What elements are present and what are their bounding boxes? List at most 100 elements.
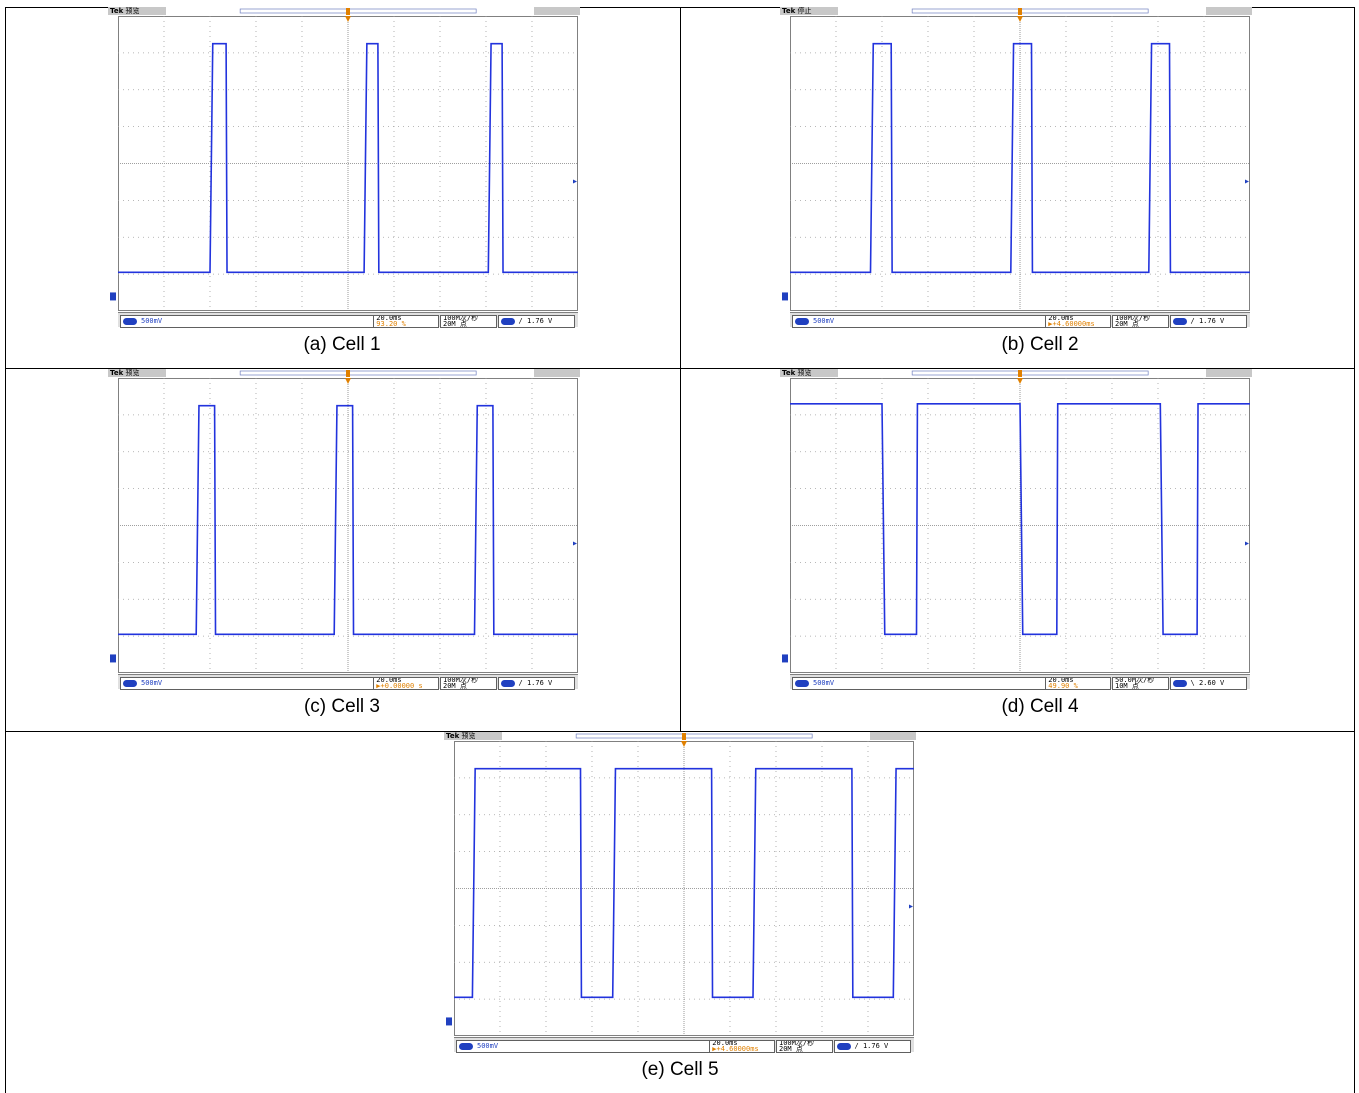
brand-label: Tek	[782, 369, 796, 377]
record-length-value: 20M 点	[443, 681, 467, 690]
trigger-position-value: 93.20 %	[376, 319, 406, 328]
channel-1-scale: 500mV	[813, 679, 835, 687]
timebase-readout: 20.0ms ▶+4.60000ms	[709, 1040, 776, 1053]
channel-1-waveform	[118, 42, 578, 274]
trigger-position-marker	[346, 8, 350, 15]
trigger-slope-icon: /	[1190, 317, 1195, 325]
figure-caption: (d) Cell 4	[1001, 696, 1079, 717]
sample-rate-value: 50.0M次/秒	[1115, 677, 1155, 684]
record-view-bar	[239, 370, 477, 376]
timebase-readout: 20.0ms ▶+0.00000 s	[373, 677, 440, 690]
brand-label: Tek	[110, 369, 124, 377]
acquisition-readout: 100M次/秒 20M 点	[440, 677, 497, 690]
record-length-value: 20M 点	[1115, 319, 1139, 328]
timebase-value: 20.0ms	[376, 315, 402, 322]
scope-status-bar: 500mV 20.0ms ▶+4.60000ms 100M次/秒 20M 点 / 1.76…	[454, 1037, 914, 1053]
channel-1-ground-marker	[110, 654, 116, 663]
channel-scale-readout: 500mV	[456, 1040, 711, 1053]
figure-caption: (a) Cell 1	[303, 334, 381, 355]
scope-header-text: Tek 预览	[446, 731, 475, 741]
record-view-bar	[239, 8, 477, 14]
scope-status-bar: 500mV 20.0ms ▶+4.60000ms 100M次/秒 20M 点/ 1.76…	[790, 312, 1250, 328]
trigger-position-marker	[1018, 8, 1022, 15]
trigger-readout: / 1.76 V	[497, 677, 576, 690]
channel-1-icon	[123, 679, 137, 687]
trigger-point-icon	[345, 16, 351, 22]
figure-caption: (e) Cell 5	[641, 1059, 719, 1080]
brand-label: Tek	[782, 7, 796, 15]
trigger-point-icon	[1017, 16, 1023, 22]
channel-1-ground-marker	[446, 1017, 452, 1026]
trigger-position-value: 49.90 %	[1048, 681, 1078, 690]
acquisition-mode: 预览	[797, 369, 812, 377]
trigger-readout: / 1.76 V	[497, 315, 576, 328]
sample-rate-value: 100M次/秒	[779, 1040, 815, 1047]
channel-1-ground-marker	[782, 292, 788, 301]
scope-status-bar: 500mV 20.0ms 93.20 % 100M次/秒 20M 点/ 1.76 V	[118, 312, 578, 328]
brand-label: Tek	[446, 732, 460, 740]
channel-scale-readout: 500mV	[120, 315, 375, 328]
acquisition-mode: 停止	[797, 7, 812, 15]
scope-header-text: Tek 预览	[782, 368, 811, 378]
oscilloscope-capture: Tek 预览 500mV 20.0ms 93.20 % 100M次/秒 20M 点/ 1.…	[108, 7, 580, 332]
scope-header-text: Tek 预览	[110, 6, 139, 16]
trigger-level-value: 1.76 V	[1198, 317, 1225, 325]
trigger-level-value: 1.76 V	[526, 679, 553, 687]
channel-1-icon	[459, 1042, 473, 1050]
table-row-divider-2	[5, 731, 1355, 732]
channel-1-waveform	[118, 404, 578, 636]
channel-1-scale: 500mV	[141, 317, 163, 325]
scope-header-right-bar	[534, 7, 580, 15]
record-length-value: 20M 点	[443, 319, 467, 328]
acquisition-readout: 100M次/秒 20M 点	[440, 315, 497, 328]
brand-label: Tek	[110, 7, 124, 15]
acquisition-mode: 预览	[125, 369, 140, 377]
trigger-source-icon	[500, 317, 515, 325]
trigger-level-value: 1.76 V	[862, 1042, 889, 1050]
channel-1-icon	[123, 317, 137, 325]
timebase-value: 20.0ms	[1048, 315, 1074, 322]
trigger-level-arrow-icon	[1245, 541, 1249, 546]
channel-1-waveform	[790, 42, 1250, 274]
timebase-value: 20.0ms	[376, 677, 402, 684]
table-border-left	[5, 7, 6, 1093]
oscilloscope-capture: Tek 预览 500mV 20.0ms ▶+0.00000 s 100M次/秒 20M 点…	[108, 369, 580, 694]
channel-1-waveform	[454, 767, 914, 999]
trigger-position-marker	[682, 733, 686, 740]
timebase-value: 20.0ms	[712, 1040, 738, 1047]
scope-header-bar: Tek 预览	[108, 7, 166, 15]
waveform-plot	[782, 8, 1250, 311]
acquisition-mode: 预览	[461, 732, 476, 740]
sample-rate-value: 100M次/秒	[443, 315, 479, 322]
trigger-source-icon	[836, 1042, 851, 1050]
channel-1-icon	[795, 679, 809, 687]
trigger-slope-icon: /	[518, 317, 523, 325]
acquisition-mode: 预览	[125, 7, 140, 15]
scope-header-text: Tek 预览	[110, 368, 139, 378]
trigger-readout: \ 2.60 V	[1169, 677, 1248, 690]
channel-1-scale: 500mV	[141, 679, 163, 687]
channel-scale-readout: 500mV	[120, 677, 375, 690]
channel-scale-readout: 500mV	[792, 677, 1047, 690]
trigger-level-arrow-icon	[909, 904, 913, 909]
record-length-value: 20M 点	[779, 1044, 803, 1053]
scope-header-right-bar	[1206, 369, 1252, 377]
timebase-readout: 20.0ms ▶+4.60000ms	[1045, 315, 1112, 328]
trigger-position-value: ▶+0.00000 s	[376, 681, 423, 690]
figure-caption: (c) Cell 3	[303, 696, 380, 717]
waveform-plot	[446, 733, 914, 1036]
channel-1-icon	[795, 317, 809, 325]
trigger-point-icon	[681, 741, 687, 747]
scope-status-bar: 500mV 20.0ms 49.90 % 50.0M次/秒 10M 点 \ 2.60 V	[790, 674, 1250, 690]
oscilloscope-capture: Tek 预览 500mV 20.0ms ▶+4.60000ms 100M次/秒 20M 点…	[444, 732, 916, 1057]
trigger-position-value: ▶+4.60000ms	[1048, 319, 1095, 328]
acquisition-readout: 100M次/秒 20M 点	[1112, 315, 1169, 328]
trigger-slope-icon: /	[854, 1042, 859, 1050]
trigger-level-arrow-icon	[573, 541, 577, 546]
sample-rate-value: 100M次/秒	[443, 677, 479, 684]
table-border-right	[1354, 7, 1355, 1093]
scope-header-right-bar	[1206, 7, 1252, 15]
channel-1-waveform	[790, 403, 1250, 636]
scope-header-bar: Tek 停止	[780, 7, 838, 15]
trigger-source-icon	[1172, 317, 1187, 325]
